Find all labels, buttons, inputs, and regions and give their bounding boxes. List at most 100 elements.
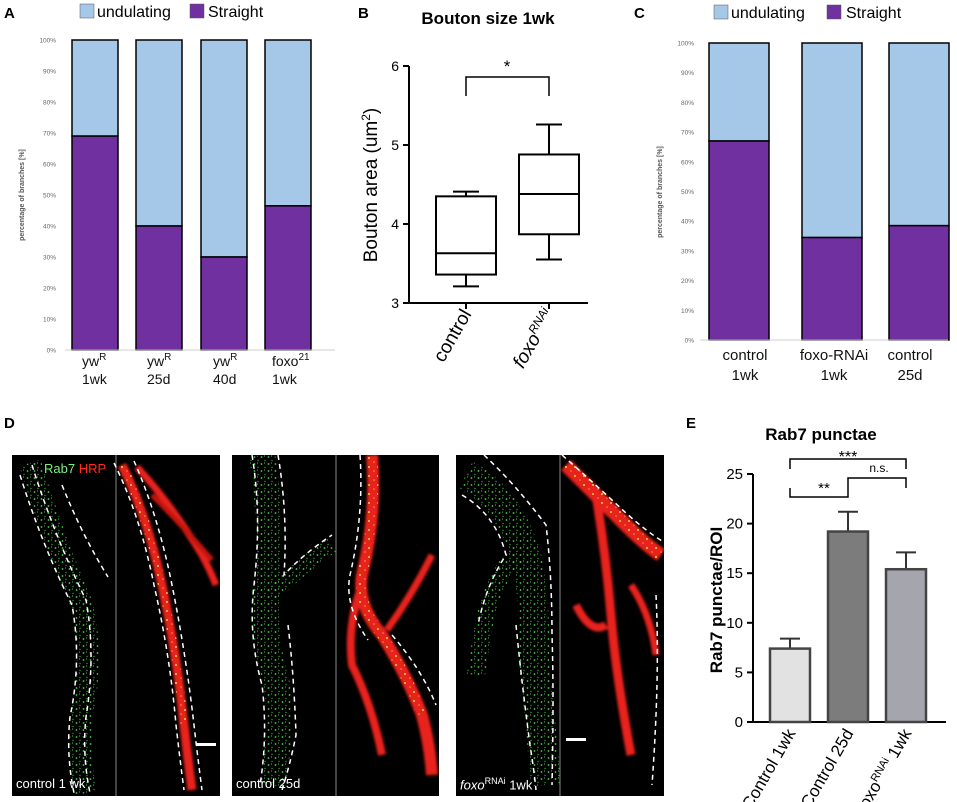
chart-a-tick-label: 0% — [47, 348, 57, 355]
chart-b-tick-label: 6 — [391, 58, 399, 74]
roi-outline — [483, 455, 554, 786]
cat-e-3: foxoRNAi 1wk — [853, 725, 916, 802]
chart-a-tick-label: 20% — [43, 286, 56, 293]
cat-a-3-age: 40d — [213, 371, 236, 387]
chart-c-tick-label: 100% — [677, 41, 694, 48]
roi-outline-merge — [113, 462, 185, 791]
bar-e-value — [884, 567, 928, 724]
legend-a-undulating-label: undulating — [97, 4, 171, 21]
roi-outline — [31, 464, 92, 794]
chart-a-tick-label: 60% — [43, 162, 56, 169]
bar-e-value — [768, 647, 812, 724]
chart-a-tick-label: 40% — [43, 224, 56, 231]
chart-a-bar-undulating — [264, 39, 312, 207]
box-b-iqr — [435, 195, 497, 276]
rab7-signal — [249, 455, 292, 788]
chart-e-title: Rab7 punctae — [765, 425, 876, 444]
chart-a-tick-label: 30% — [43, 255, 56, 262]
panel-a-label: A — [4, 5, 15, 22]
roi-outline-merge-2 — [651, 594, 659, 786]
roi-outline-lower — [515, 624, 537, 791]
panel-a: A undulating Straight percentage of bran… — [4, 3, 335, 387]
chart-b-tick-label: 4 — [391, 216, 399, 232]
legend-c-undulating-label: undulating — [731, 5, 805, 22]
roi-branch — [61, 484, 109, 578]
colocalization-signal — [561, 460, 664, 560]
bar-e-value — [826, 530, 870, 724]
cat-e-2: Control 25d — [797, 726, 857, 802]
chart-c-bar-undulating — [801, 42, 863, 239]
caption-foxo-rnai-1wk: foxoRNAi 1wk — [460, 776, 533, 793]
hrp-signal-branch-2 — [150, 493, 214, 562]
sig-e-top-stars: *** — [839, 449, 858, 466]
chart-a-bar-undulating — [135, 39, 183, 227]
chart-e-tick-label: 20 — [726, 516, 743, 533]
hrp-signal-branch-2 — [572, 603, 609, 632]
sig-b-bracket — [465, 76, 550, 96]
cat-a-2-name: ywR — [147, 352, 171, 369]
cat-c-2-name: foxo-RNAi — [800, 347, 868, 364]
legend-a-undulating-swatch — [79, 3, 95, 19]
cat-c-3-age: 25d — [897, 367, 922, 384]
cat-a-1-name: ywR — [82, 352, 106, 369]
panel-d-label: D — [4, 415, 15, 432]
colocalization-signal — [356, 455, 427, 717]
chart-c-bar-straight — [888, 224, 950, 341]
cat-c-1-name: control — [722, 347, 767, 364]
chart-a-bar-undulating — [71, 39, 119, 137]
rab7-signal — [19, 459, 99, 796]
rab7-signal-branch — [467, 548, 523, 677]
cat-a-4-name: foxo21 — [272, 352, 310, 369]
sig-e-ns-bracket — [847, 477, 907, 488]
cat-c-3-name: control — [887, 347, 932, 364]
legend-c-straight-label: Straight — [846, 5, 902, 22]
colocalization-signal — [118, 463, 188, 726]
chart-c-bar-straight — [801, 236, 863, 341]
panel-e: E Rab7 punctae Rab7 punctae/ROI 0 5 10 15 20… — [686, 415, 946, 802]
sig-e-mid-bracket — [789, 488, 849, 498]
scale-bar — [566, 738, 586, 741]
roi-outline — [251, 455, 266, 786]
micrograph-control-1wk: Rab7 HRP control 1 wk — [12, 455, 220, 796]
chart-a-tick-label: 10% — [43, 317, 56, 324]
cat-b-foxo: foxoRNAi — [507, 305, 559, 372]
micrograph-control-25d: control 25d — [232, 455, 439, 796]
legend-a-straight-label: Straight — [208, 4, 264, 21]
roi-outline-merge — [348, 455, 369, 641]
roi-outline-upper — [277, 455, 333, 578]
rab7-signal — [458, 461, 561, 787]
cat-a-2-age: 25d — [147, 371, 170, 387]
chart-c-tick-label: 10% — [681, 308, 694, 315]
hrp-signal-branch — [591, 494, 636, 756]
chart-e-tick-label: 10 — [726, 615, 743, 632]
cat-e-1: Control 1wk — [738, 725, 800, 802]
channel-labels: Rab7 HRP — [44, 461, 107, 476]
chart-c-tick-label: 0% — [685, 338, 695, 345]
roi-outline-lower — [281, 624, 297, 791]
micrograph-foxo-rnai-1wk-drawing — [458, 455, 664, 796]
chart-c-tick-label: 40% — [681, 219, 694, 226]
cat-a-4-age: 1wk — [272, 371, 298, 387]
chart-b-tick-label: 5 — [391, 137, 399, 153]
roi-outline-merge — [561, 455, 663, 542]
legend-c-undulating-swatch — [713, 4, 729, 20]
chart-c-tick-label: 50% — [681, 189, 694, 196]
chart-e-tick-label: 0 — [735, 714, 743, 731]
chart-e-tick-label: 15 — [726, 565, 743, 582]
roi-outline-inner — [19, 474, 78, 794]
cat-b-control: control — [430, 306, 477, 366]
hrp-signal-branch-2 — [384, 553, 436, 633]
cat-c-1-age: 1wk — [732, 367, 759, 384]
cat-a-3-name: ywR — [213, 352, 237, 369]
scale-bar — [196, 743, 216, 746]
chart-e-tick-label: 5 — [735, 664, 743, 681]
roi-outline-merge-2 — [391, 634, 437, 706]
sig-e-mid-stars: ** — [818, 480, 830, 497]
chart-b-tick-label: 3 — [391, 295, 399, 311]
panel-e-label: E — [686, 415, 696, 432]
chart-a-tick-label: 90% — [43, 69, 56, 76]
micrograph-control-1wk-drawing — [19, 455, 220, 796]
hrp-signal-branch — [134, 464, 220, 587]
panel-c-label: C — [634, 5, 645, 22]
caption-control-1wk: control 1 wk — [16, 776, 86, 791]
